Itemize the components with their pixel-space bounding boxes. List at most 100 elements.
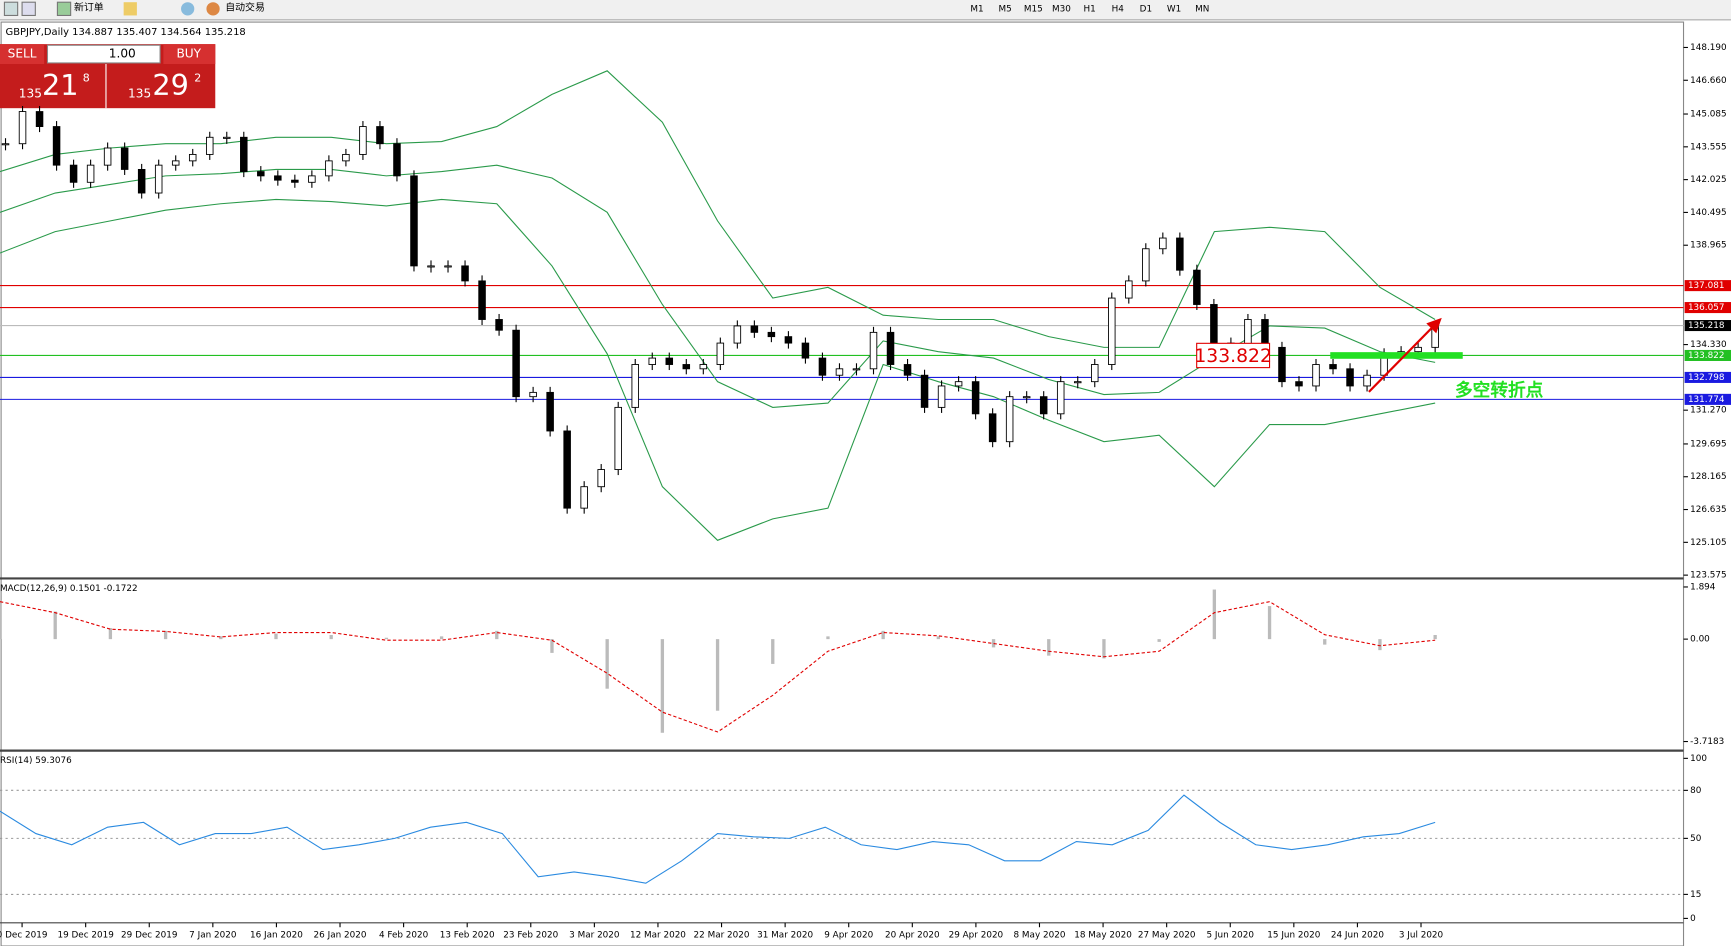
x-tick-label: 0 Dec 2019 xyxy=(0,930,47,940)
new-order-icon[interactable] xyxy=(56,1,72,17)
x-tick-label: 19 Dec 2019 xyxy=(57,930,113,940)
y-tick-label: 145.085 xyxy=(1690,110,1727,120)
x-tick-label: 8 May 2020 xyxy=(1014,930,1066,940)
candle xyxy=(137,168,146,194)
bollinger-lower xyxy=(0,198,1436,541)
y-tick-label: 125.105 xyxy=(1690,538,1727,548)
arrow xyxy=(1368,323,1436,393)
candle xyxy=(1108,297,1116,365)
candle xyxy=(920,374,929,408)
candle xyxy=(205,136,214,155)
macd-bar xyxy=(936,636,941,640)
y-tick-label: 134.330 xyxy=(1690,340,1727,350)
candle xyxy=(784,336,793,344)
y-tick-label: 131.270 xyxy=(1690,406,1727,416)
y-tick-label: 1.894 xyxy=(1690,582,1716,592)
x-tick-label: 5 Jun 2020 xyxy=(1206,930,1254,940)
candle xyxy=(1346,368,1354,387)
candle xyxy=(291,179,299,183)
candle xyxy=(1125,280,1133,299)
candle xyxy=(1312,364,1320,387)
candle xyxy=(1176,237,1184,271)
candle xyxy=(886,331,895,365)
x-tick-label: 13 Feb 2020 xyxy=(440,930,495,940)
candle xyxy=(1056,381,1065,415)
candle xyxy=(835,368,844,376)
candle xyxy=(359,126,367,155)
candle xyxy=(1210,304,1218,344)
candle xyxy=(580,486,588,509)
macd-bar xyxy=(439,636,444,640)
chart-area xyxy=(0,21,1685,947)
candle xyxy=(240,136,248,173)
macd-bar xyxy=(1157,639,1161,642)
candle xyxy=(69,164,78,183)
candle xyxy=(35,111,44,128)
level-tag xyxy=(1684,320,1731,332)
level-tag xyxy=(1684,393,1731,405)
timeframe-button[interactable]: W1 xyxy=(1167,4,1181,14)
tool-icon[interactable] xyxy=(123,2,137,16)
y-tick-label: 50 xyxy=(1690,834,1702,844)
y-tick-label: 148.190 xyxy=(1690,43,1727,53)
timeframe-button[interactable]: H1 xyxy=(1083,4,1095,14)
candle xyxy=(614,406,622,470)
y-tick-label: -3.7183 xyxy=(1690,737,1724,747)
x-tick-label: 24 Jun 2020 xyxy=(1331,930,1384,940)
x-tick-label: 27 May 2020 xyxy=(1138,930,1196,940)
macd-bar xyxy=(1323,639,1327,645)
macd-bar xyxy=(1047,639,1051,656)
timeframe-button[interactable]: M1 xyxy=(970,4,983,14)
sell-label[interactable]: SELL xyxy=(8,47,37,61)
buy-button[interactable] xyxy=(163,44,216,65)
tool-icon[interactable] xyxy=(181,2,195,16)
candle xyxy=(546,391,554,432)
candle xyxy=(495,319,503,331)
x-tick-label: 4 Feb 2020 xyxy=(379,930,429,940)
auto-trading[interactable]: 自动交易 xyxy=(225,1,265,14)
y-tick-label: 142.025 xyxy=(1690,175,1727,185)
tool-icon[interactable] xyxy=(3,1,19,17)
auto-trading-icon[interactable] xyxy=(206,2,220,16)
candle xyxy=(682,364,691,370)
lot-input[interactable] xyxy=(46,44,161,64)
candle xyxy=(1005,396,1014,443)
arrow-head xyxy=(1426,317,1442,334)
tool-icon[interactable] xyxy=(21,1,36,17)
macd-bar xyxy=(495,630,499,640)
candle xyxy=(376,126,384,145)
buy-label[interactable]: BUY xyxy=(176,47,201,61)
lot-value[interactable]: 1.00 xyxy=(109,47,136,61)
candle xyxy=(1142,248,1150,282)
timeframe-button[interactable]: H4 xyxy=(1112,4,1125,14)
level-label: 133.822 xyxy=(1688,351,1725,361)
candle xyxy=(188,153,197,162)
candle xyxy=(733,325,742,344)
level-label: 135.218 xyxy=(1688,321,1725,331)
candle xyxy=(852,368,861,371)
ask-digits: 29 xyxy=(152,68,189,102)
candle xyxy=(154,164,163,194)
sell-button[interactable] xyxy=(0,44,45,65)
bid-digits: 21 xyxy=(42,68,79,102)
candle xyxy=(529,391,537,398)
new-order[interactable]: 新订单 xyxy=(74,1,104,14)
candle xyxy=(1022,396,1031,399)
y-tick-label: 129.695 xyxy=(1690,439,1727,449)
macd-bar xyxy=(1433,634,1437,640)
timeframe-button[interactable]: M30 xyxy=(1052,4,1071,14)
macd-bar xyxy=(826,636,830,640)
x-tick-label: 7 Jan 2020 xyxy=(189,930,237,940)
candle xyxy=(171,160,180,166)
rsi-line xyxy=(0,794,1436,884)
timeframe-button[interactable]: D1 xyxy=(1140,4,1152,14)
timeframe-button[interactable]: MN xyxy=(1195,4,1209,14)
x-tick-label: 18 May 2020 xyxy=(1074,930,1132,940)
level-label: 131.774 xyxy=(1688,395,1725,405)
timeframe-button[interactable]: M5 xyxy=(999,4,1012,14)
macd-bar xyxy=(605,639,609,689)
annotation-value: 133.822 xyxy=(1194,346,1272,367)
timeframe-button[interactable]: M15 xyxy=(1024,4,1043,14)
macd-bar xyxy=(163,630,168,640)
